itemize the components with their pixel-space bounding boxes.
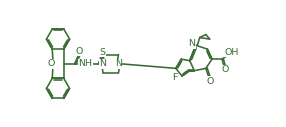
Text: O: O — [76, 47, 83, 56]
Text: N: N — [100, 59, 107, 68]
Text: S: S — [99, 48, 105, 57]
Text: N: N — [188, 39, 196, 48]
Text: NH: NH — [78, 59, 92, 68]
Text: OH: OH — [225, 48, 239, 57]
Text: N: N — [115, 59, 122, 68]
Text: O: O — [221, 65, 229, 74]
Text: F: F — [172, 73, 178, 82]
Text: O: O — [47, 59, 54, 68]
Text: O: O — [206, 77, 213, 86]
